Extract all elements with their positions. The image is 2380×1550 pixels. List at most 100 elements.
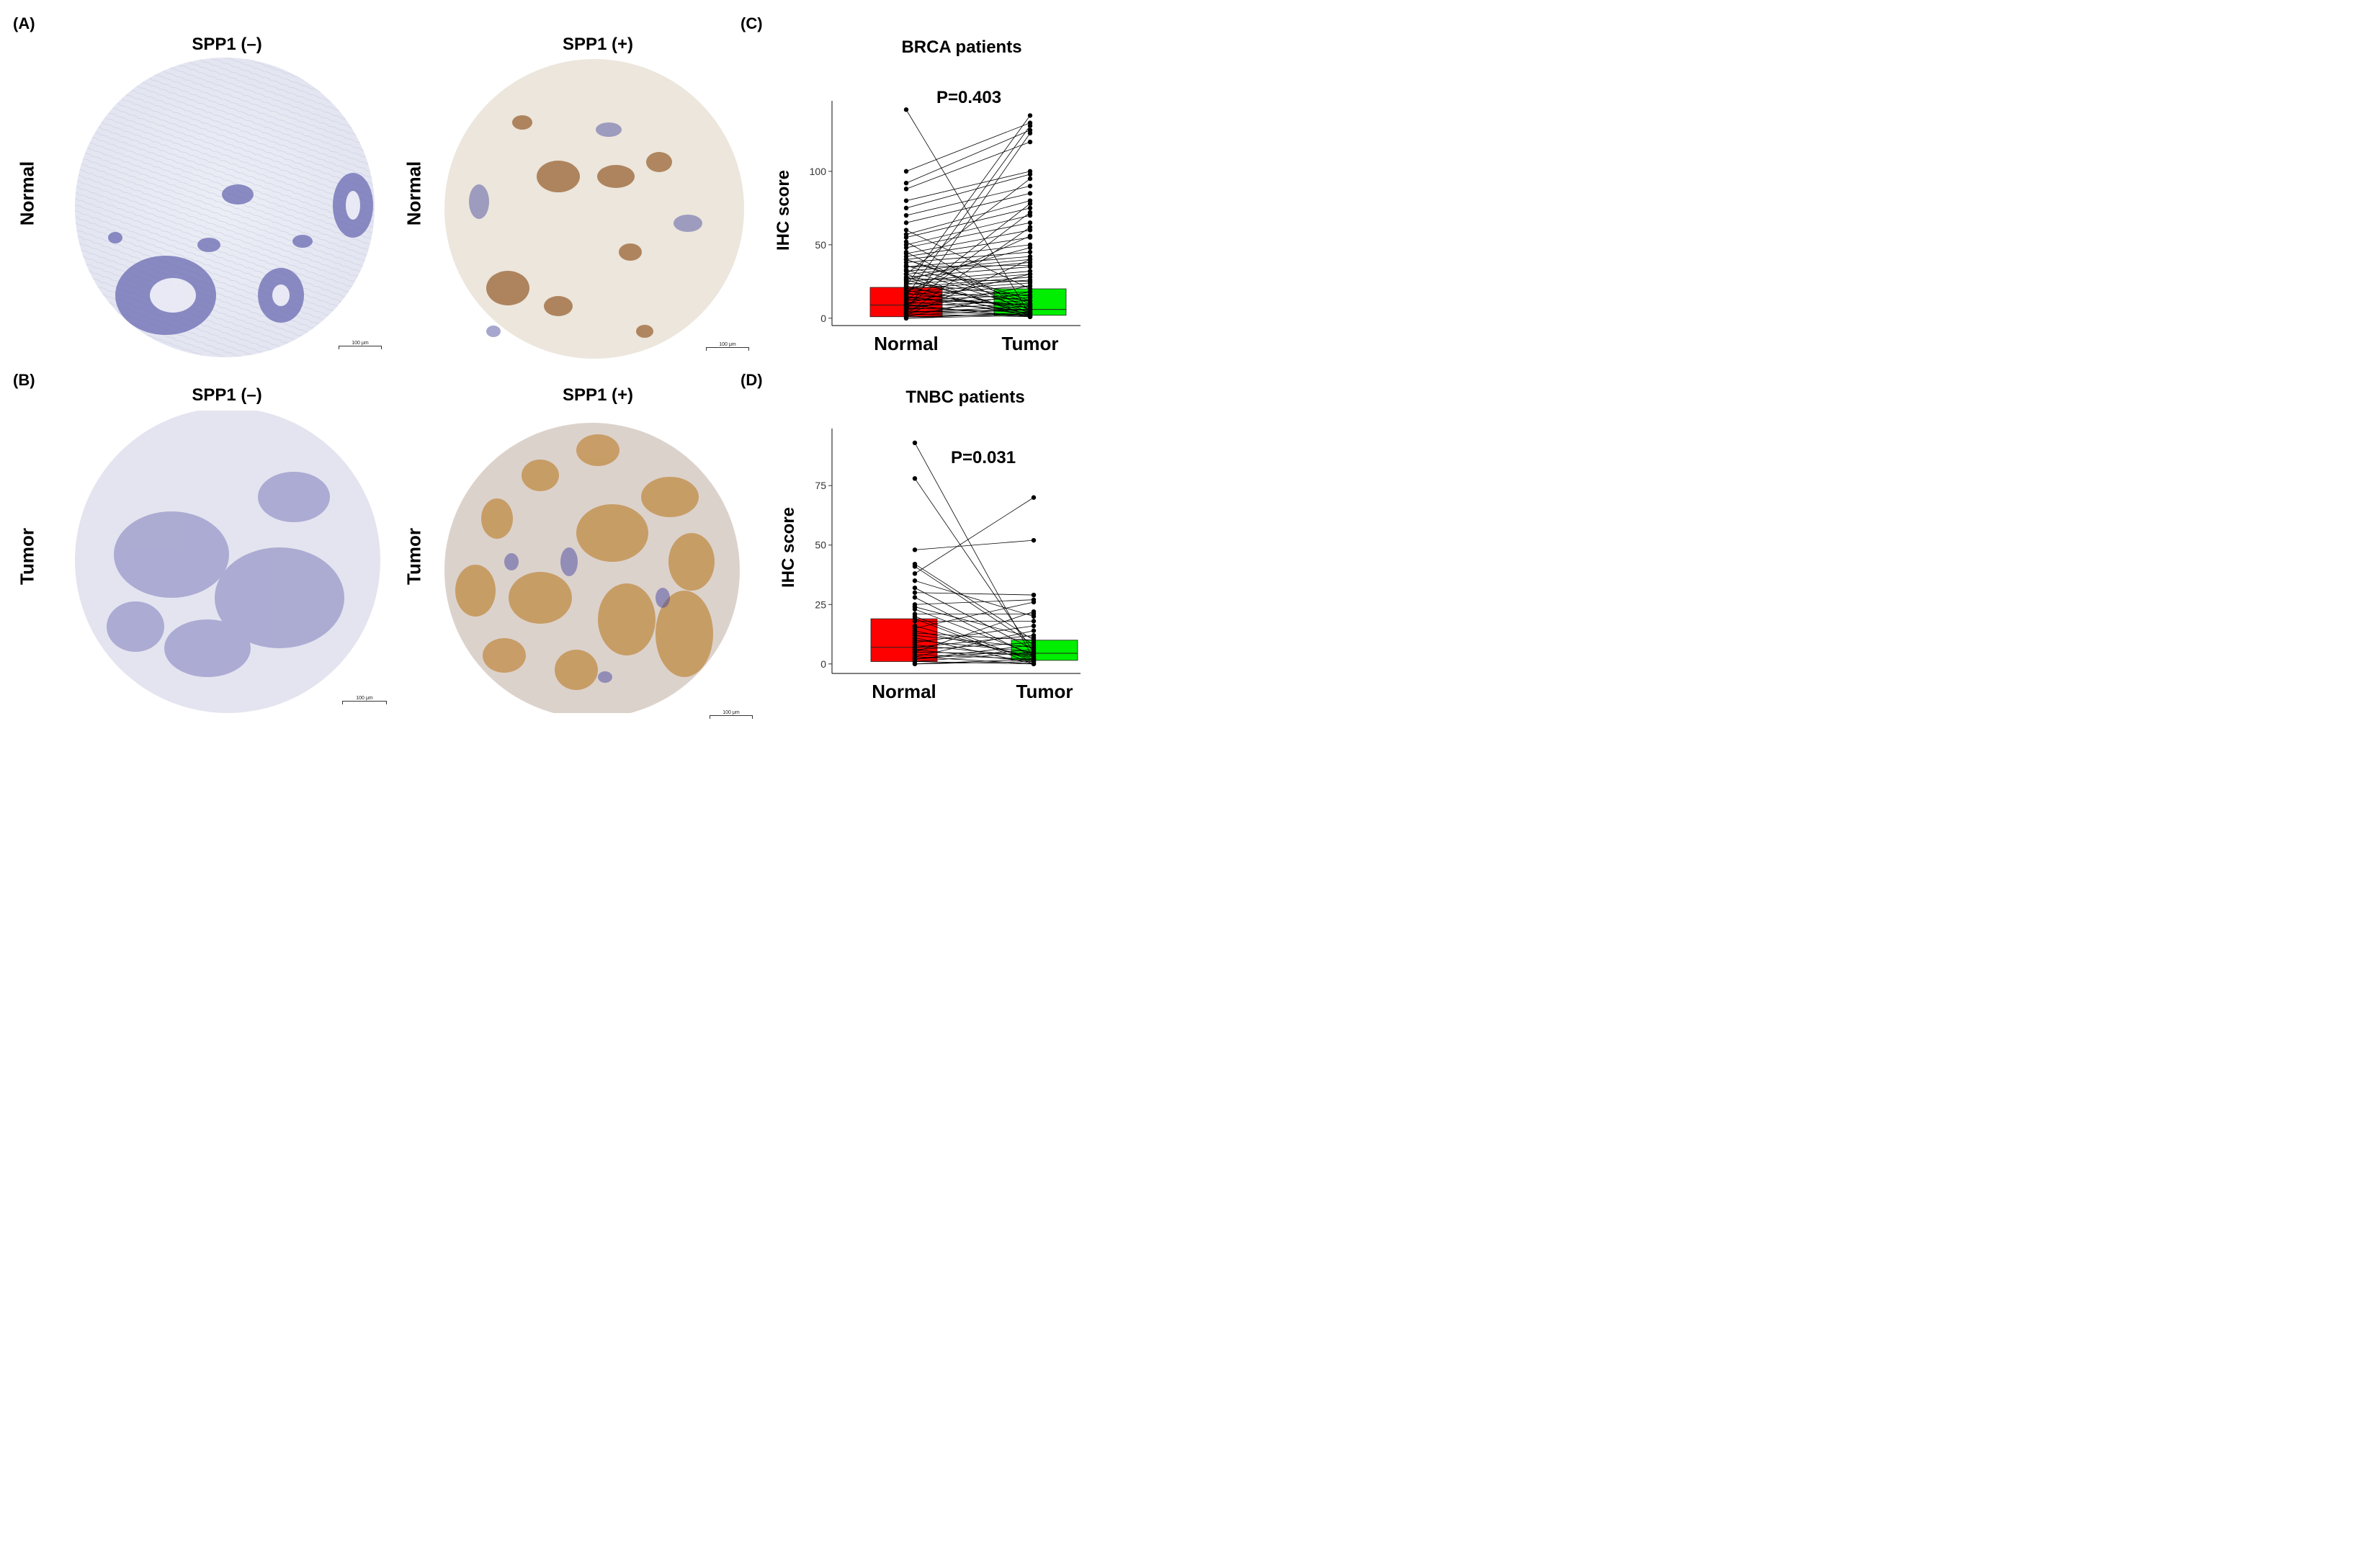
paired-line	[905, 115, 1031, 287]
paired-line	[905, 285, 1031, 295]
paired-line	[905, 230, 1031, 254]
point-normal	[912, 547, 918, 552]
point-tumor	[1031, 537, 1037, 543]
point-tumor	[1031, 599, 1037, 605]
chart-d-title: TNBC patients	[905, 388, 1024, 407]
chart-c-title: BRCA patients	[901, 37, 1021, 57]
paired-line	[905, 277, 1031, 316]
paired-line	[914, 587, 1034, 650]
point-tumor	[1027, 289, 1033, 295]
paired-line	[914, 601, 1034, 629]
paired-line	[914, 642, 1034, 650]
paired-line	[905, 271, 1031, 282]
title-spp1-positive-top: SPP1 (+)	[562, 35, 634, 54]
title-spp1-negative-bottom: SPP1 (–)	[192, 385, 262, 405]
point-normal	[903, 283, 909, 289]
point-tumor	[1027, 176, 1033, 182]
paired-line	[914, 611, 1034, 653]
point-tumor	[1031, 623, 1037, 629]
micrograph-normal-negative	[75, 58, 375, 357]
paired-line	[914, 658, 1034, 665]
paired-line	[905, 227, 1031, 315]
paired-line	[905, 133, 1031, 311]
point-normal	[903, 315, 909, 321]
point-tumor	[1027, 184, 1033, 189]
point-normal	[912, 585, 918, 591]
point-normal	[903, 187, 909, 192]
point-normal	[903, 107, 909, 112]
micrograph-tumor-negative	[75, 411, 380, 713]
point-tumor	[1027, 191, 1033, 196]
y-tick-label: 100	[810, 166, 827, 177]
y-tick-label: 50	[815, 539, 826, 551]
paired-line	[905, 309, 1031, 316]
point-tumor	[1027, 123, 1033, 128]
y-tick-label: 0	[820, 313, 826, 324]
point-tumor	[1027, 113, 1033, 118]
paired-line	[905, 215, 1031, 246]
paired-line	[914, 656, 1034, 665]
paired-line	[905, 251, 1031, 263]
point-tumor	[1031, 635, 1037, 640]
chart-c-pvalue: P=0.403	[936, 88, 1001, 107]
micrograph-tumor-positive	[444, 423, 740, 713]
point-normal	[903, 205, 909, 211]
paired-line	[905, 222, 1031, 248]
paired-line	[905, 285, 1031, 310]
paired-line	[905, 203, 1031, 301]
paired-line	[905, 259, 1031, 316]
point-normal	[912, 476, 918, 481]
scalebar-a2: 100 μm	[706, 342, 749, 351]
point-normal	[912, 590, 918, 595]
panel-label-b: (B)	[13, 371, 35, 389]
paired-line	[905, 141, 1031, 189]
point-tumor	[1027, 303, 1033, 308]
y-tick-label: 0	[820, 658, 826, 670]
point-tumor	[1027, 314, 1033, 319]
point-tumor	[1031, 650, 1037, 655]
chart-d-ylabel: IHC score	[779, 507, 798, 588]
point-normal	[903, 257, 909, 262]
paired-line	[905, 306, 1031, 313]
point-tumor	[1027, 263, 1033, 268]
scalebar-b1: 100 μm	[342, 696, 387, 704]
point-normal	[903, 264, 909, 269]
point-tumor	[1027, 225, 1033, 230]
paired-line	[905, 312, 1031, 319]
point-tumor	[1027, 233, 1033, 238]
paired-line	[914, 478, 1034, 653]
point-tumor	[1031, 619, 1037, 624]
paired-line	[905, 303, 1031, 310]
paired-line	[905, 256, 1031, 267]
paired-line	[905, 193, 1031, 223]
point-tumor	[1031, 661, 1037, 666]
paired-line	[905, 297, 1031, 304]
paired-line	[914, 644, 1034, 660]
chart-d-plot: 0 25 50 75 Normal Tumor	[815, 429, 1081, 702]
paired-line	[914, 618, 1034, 665]
paired-line	[905, 297, 1031, 305]
point-tumor	[1031, 609, 1037, 614]
point-tumor	[1027, 249, 1033, 255]
point-normal	[903, 169, 909, 174]
chart-c-ylabel: IHC score	[774, 170, 793, 251]
paired-line	[905, 259, 1031, 272]
point-tumor	[1027, 272, 1033, 277]
row-label-normal-a2: Normal	[403, 161, 425, 226]
paired-line	[914, 630, 1034, 658]
point-normal	[903, 274, 909, 279]
title-spp1-positive-bottom: SPP1 (+)	[562, 385, 634, 405]
paired-line	[914, 632, 1034, 641]
point-tumor	[1027, 139, 1033, 145]
x-tick-label-tumor: Tumor	[1002, 333, 1059, 354]
point-normal	[903, 289, 909, 295]
paired-line	[914, 580, 1034, 617]
paired-line	[914, 625, 1034, 643]
point-tumor	[1027, 201, 1033, 206]
paired-line	[905, 207, 1031, 238]
point-normal	[912, 628, 918, 633]
x-tick-label-tumor: Tumor	[1016, 681, 1073, 702]
paired-line	[914, 649, 1034, 662]
point-normal	[912, 578, 918, 583]
paired-line	[914, 592, 1034, 596]
